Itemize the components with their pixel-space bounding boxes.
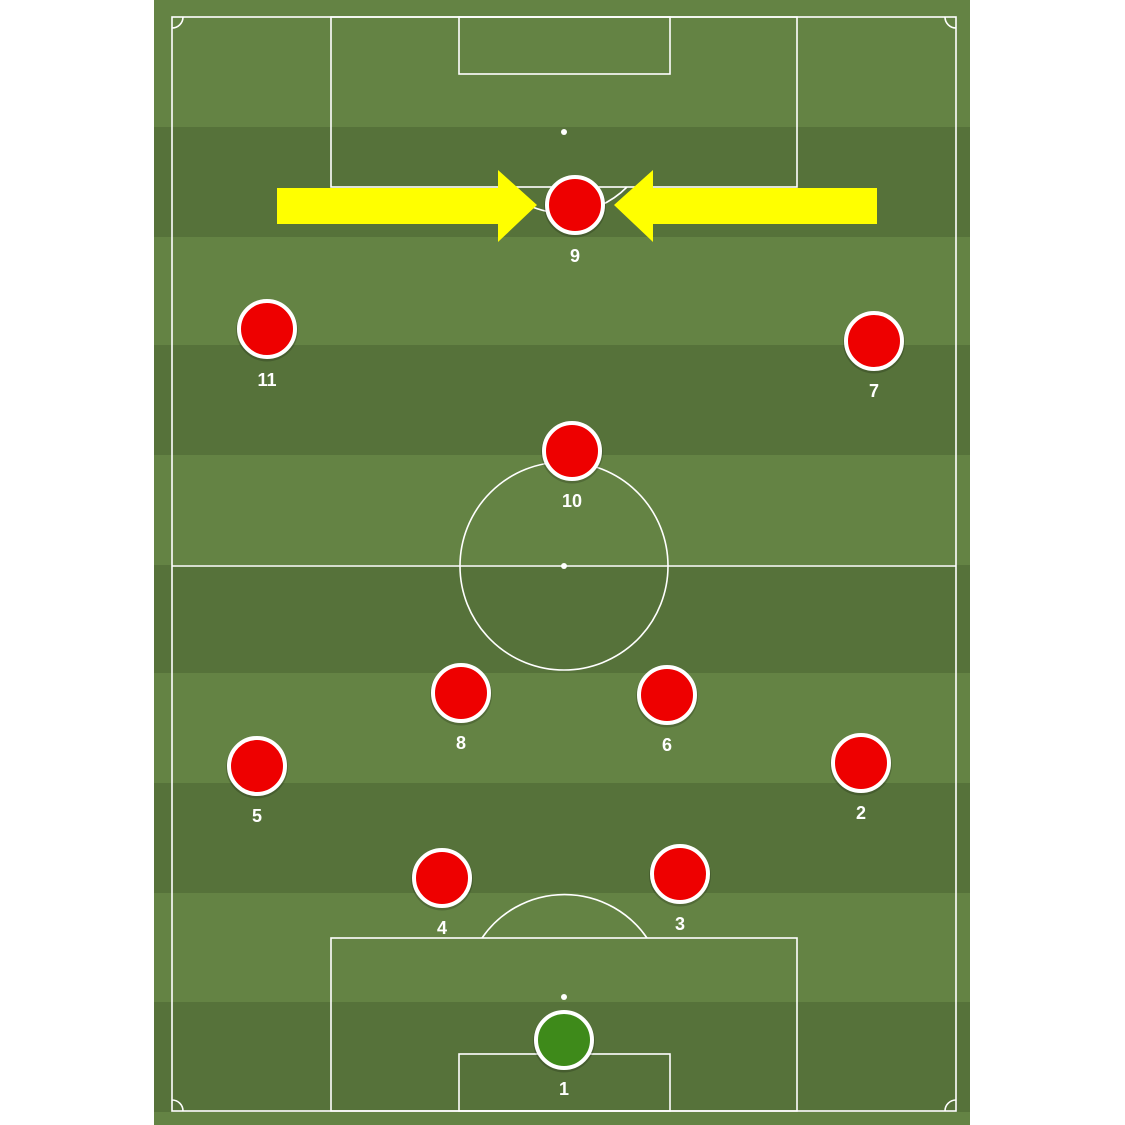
player-goalkeeper: 1: [533, 1010, 595, 1099]
centre-spot: [561, 563, 567, 569]
top-penalty-spot: [561, 129, 567, 135]
player-number: 6: [662, 735, 672, 755]
player-marker: [237, 299, 297, 359]
player-marker: [545, 175, 605, 235]
player-marker: [650, 844, 710, 904]
player-left-winger: 11: [236, 299, 298, 390]
bottom-penalty-arc: [481, 893, 648, 939]
pitch-background: [154, 0, 970, 1125]
player-marker: [831, 733, 891, 793]
player-left-centre-back: 4: [411, 848, 473, 938]
player-number: 5: [252, 806, 262, 826]
players: 1 2 3 4 5 6 7 8 9 10 11: [226, 175, 905, 1099]
player-number: 9: [570, 246, 580, 266]
player-left-midfielder: 8: [430, 663, 492, 753]
player-marker: [844, 311, 904, 371]
corner-arc-bottom-left: [171, 1099, 184, 1112]
player-marker: [412, 848, 472, 908]
player-left-back: 5: [226, 736, 288, 826]
player-marker: [431, 663, 491, 723]
corner-arc-top-right: [944, 16, 957, 29]
player-attacking-midfielder: 10: [541, 421, 603, 511]
player-number: 1: [559, 1079, 569, 1099]
player-striker: 9: [544, 175, 606, 266]
player-marker: [542, 421, 602, 481]
player-number: 8: [456, 733, 466, 753]
player-right-midfielder: 6: [636, 665, 698, 755]
player-number: 4: [437, 918, 447, 938]
player-marker: [637, 665, 697, 725]
bottom-penalty-spot: [561, 994, 567, 1000]
player-marker: [227, 736, 287, 796]
arrow-right-pointing: [277, 170, 537, 242]
pitch-stripe: [154, 783, 970, 893]
corner-arc-bottom-right: [944, 1099, 957, 1112]
player-right-back: 2: [830, 733, 892, 823]
player-number: 3: [675, 914, 685, 934]
player-right-centre-back: 3: [649, 844, 711, 934]
top-goal-area: [458, 16, 671, 75]
pitch-stripe: [154, 565, 970, 673]
corner-arc-top-left: [171, 16, 184, 29]
player-marker: [534, 1010, 594, 1070]
pitch-spots: [561, 129, 567, 1000]
player-number: 2: [856, 803, 866, 823]
arrow-left-pointing: [614, 170, 877, 242]
pressing-arrows: [277, 170, 877, 242]
player-number: 10: [562, 491, 582, 511]
player-number: 7: [869, 381, 879, 401]
player-number: 11: [257, 370, 276, 390]
player-right-winger: 7: [843, 311, 905, 401]
